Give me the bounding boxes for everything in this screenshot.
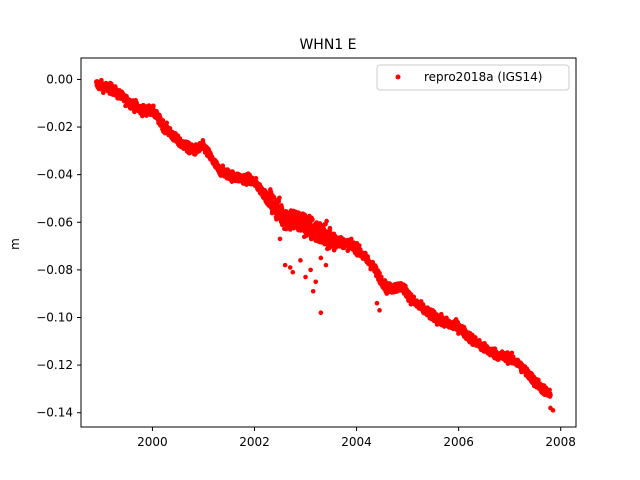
y-tick-label: −0.14 (36, 406, 73, 420)
y-tick-label: −0.08 (36, 263, 73, 277)
y-axis-label: m (8, 238, 22, 250)
data-point (411, 294, 417, 300)
y-tick-label: −0.12 (36, 358, 73, 372)
data-point (363, 250, 368, 256)
data-point (271, 194, 277, 200)
data-point (547, 387, 552, 393)
data-point (101, 90, 106, 96)
x-tick-label: 2006 (443, 435, 474, 449)
data-point (276, 199, 282, 204)
plot-area (94, 77, 556, 413)
data-point (477, 337, 482, 343)
data-point (357, 243, 362, 248)
legend: repro2018a (IGS14) (376, 64, 570, 91)
y-tick-label: −0.10 (36, 310, 73, 324)
legend-marker (395, 74, 401, 80)
outlier-point (298, 258, 303, 263)
data-point (310, 217, 315, 223)
x-tick-label: 2002 (239, 435, 270, 449)
y-tick-label: −0.02 (36, 120, 73, 134)
outlier-point (550, 408, 556, 413)
data-point (348, 236, 354, 242)
data-point (164, 120, 170, 126)
y-tick-label: 0.00 (46, 72, 73, 86)
data-point (548, 392, 553, 398)
outlier-point (323, 262, 329, 268)
data-point (327, 225, 333, 231)
y-axis: 0.00 −0.02 −0.04 −0.06 −0.08 −0.10 −0.12 −0.14 (36, 72, 81, 420)
y-tick-label: −0.04 (36, 168, 73, 182)
data-point (151, 103, 156, 109)
y-tick-label: −0.06 (36, 215, 73, 229)
outlier-point (303, 274, 308, 280)
outlier-point (318, 310, 324, 316)
data-point (220, 163, 226, 168)
outlier-point (308, 267, 313, 273)
chart-title: WHN1 E (299, 37, 356, 53)
data-point (287, 227, 293, 232)
outlier-point (282, 262, 288, 268)
outlier-point (318, 255, 324, 261)
data-point (253, 176, 259, 181)
data-points (94, 77, 556, 413)
x-tick-label: 2000 (137, 435, 168, 449)
outlier-point (310, 289, 316, 294)
data-point (377, 270, 382, 276)
outlier-point (277, 236, 283, 242)
x-axis: 2000 2002 2004 2006 2008 (137, 427, 576, 449)
outlier-point (290, 269, 296, 275)
data-point (277, 195, 282, 201)
data-point (324, 218, 329, 224)
x-tick-label: 2004 (341, 435, 372, 449)
data-point (302, 212, 308, 218)
legend-label: repro2018a (IGS14) (424, 70, 542, 84)
data-point (509, 350, 515, 356)
legend-box (376, 64, 570, 91)
plot-frame (80, 57, 577, 428)
outlier-point (374, 300, 380, 306)
x-tick-label: 2008 (545, 435, 576, 449)
outlier-point (313, 279, 319, 285)
data-point (160, 118, 166, 123)
outlier-point (287, 265, 293, 270)
outlier-point (377, 308, 382, 313)
